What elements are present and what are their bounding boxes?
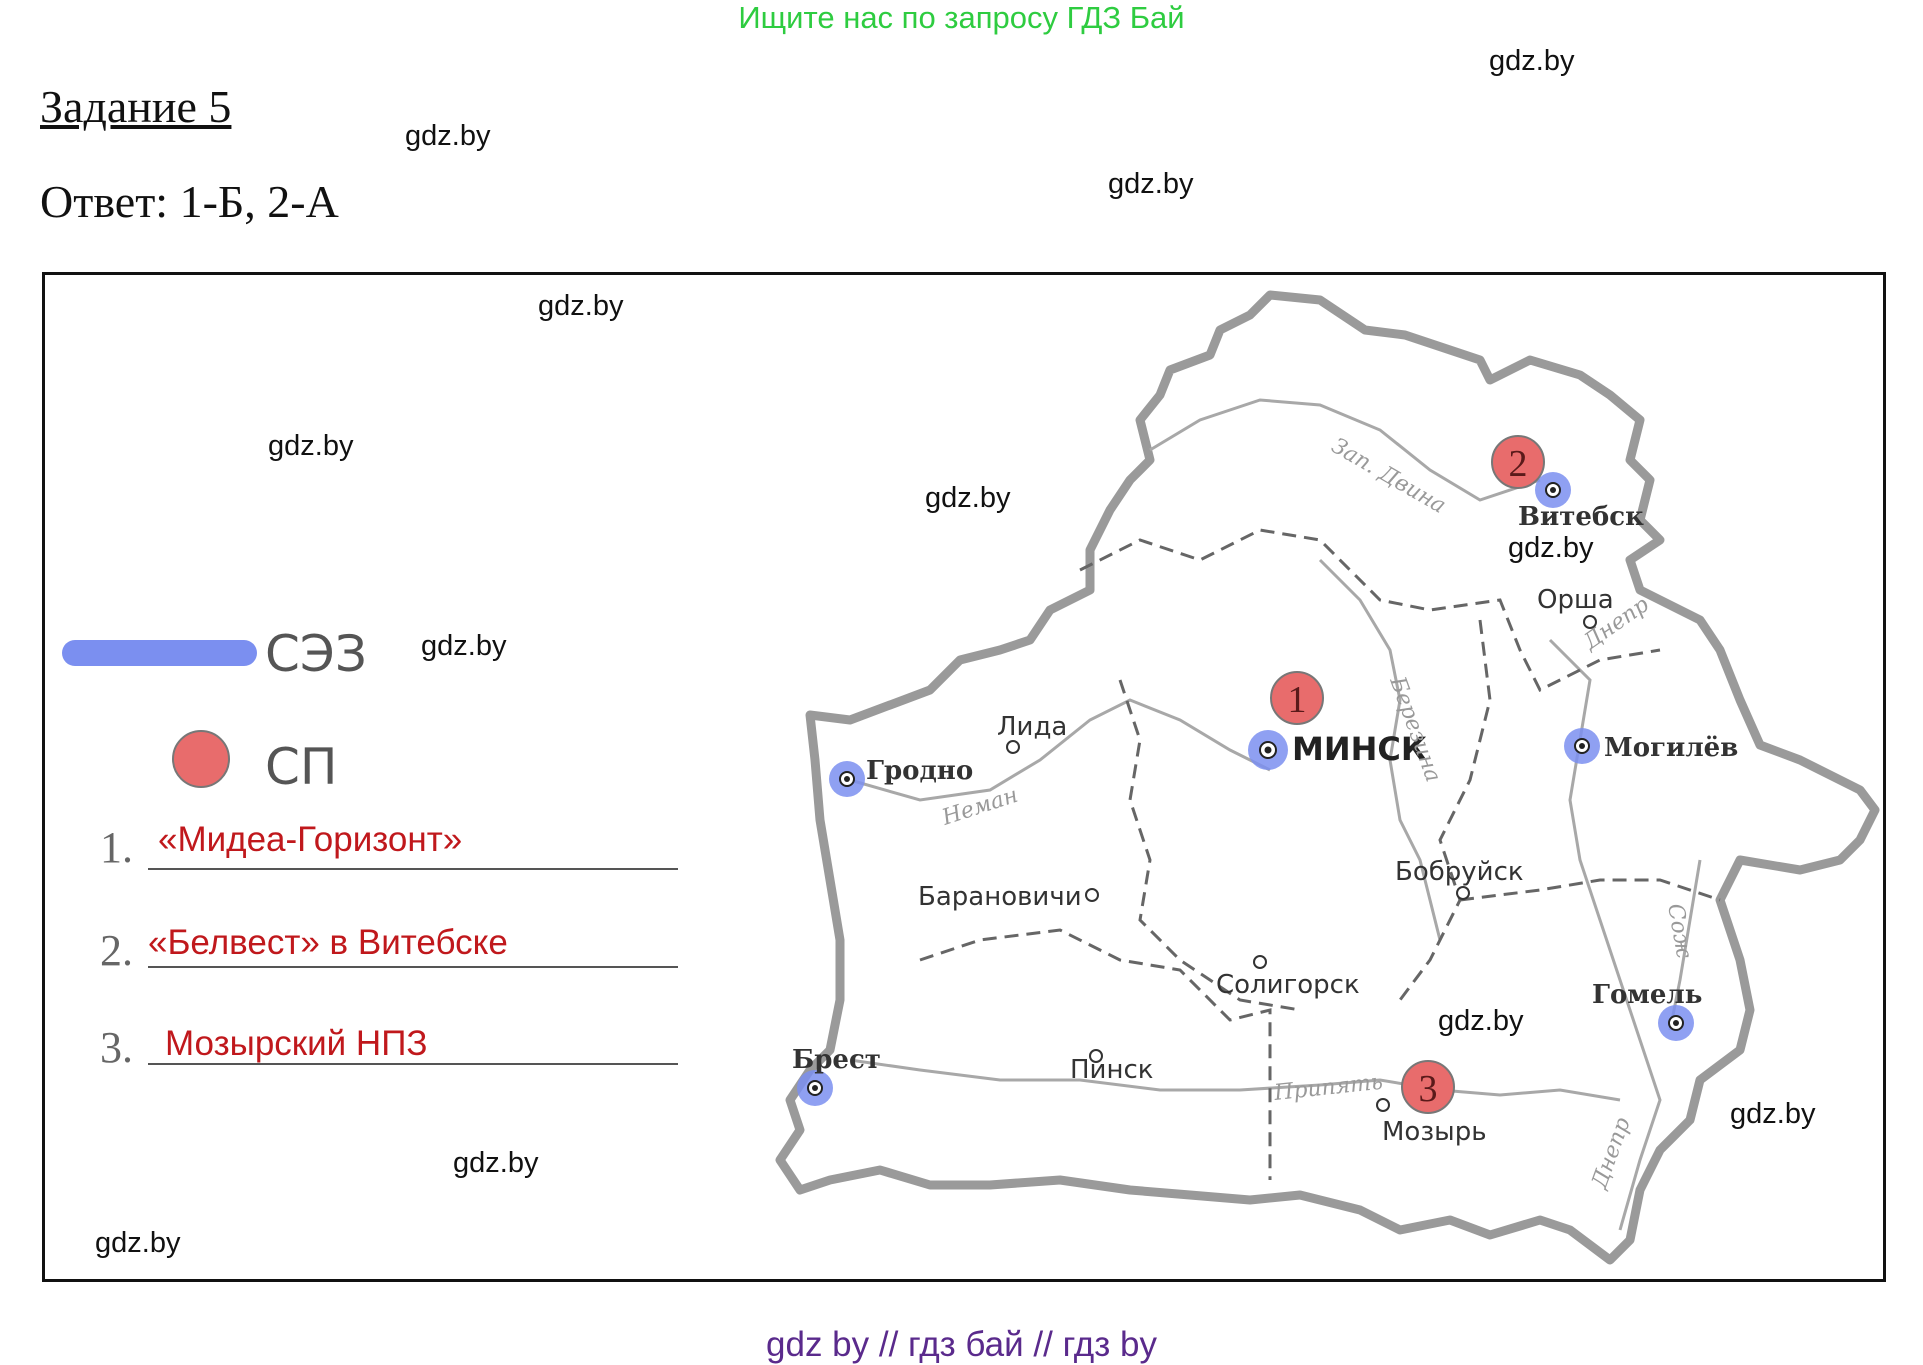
sp-marker-1-label: 1 bbox=[1288, 679, 1307, 721]
watermark: gdz.by bbox=[453, 1147, 539, 1179]
top-banner: Ищите нас по запросу ГДЗ Бай bbox=[738, 0, 1185, 35]
watermark: gdz.by bbox=[95, 1227, 181, 1259]
label-vitebsk: Витебск bbox=[1518, 502, 1644, 532]
city-dot-mozyr bbox=[1376, 1098, 1390, 1112]
sp-marker-3-label: 3 bbox=[1419, 1068, 1438, 1110]
item-1-text: «Мидеа-Горизонт» bbox=[158, 820, 463, 859]
label-brest: Брест bbox=[792, 1045, 881, 1075]
sp-marker-3 bbox=[1401, 1060, 1455, 1114]
legend-sp-label: СП bbox=[265, 738, 338, 796]
watermark: gdz.by bbox=[268, 430, 354, 462]
label-minsk: МИНСК bbox=[1292, 730, 1427, 768]
watermark: gdz.by bbox=[1730, 1098, 1816, 1130]
river-sozh bbox=[1668, 859, 1702, 1031]
city-dot-soligorsk bbox=[1253, 955, 1267, 969]
watermark: gdz.by bbox=[1108, 168, 1194, 200]
item-2-number: 2. bbox=[100, 926, 133, 975]
label-gomel: Гомель bbox=[1592, 980, 1702, 1010]
label-mozyr: Мозырь bbox=[1382, 1117, 1487, 1147]
watermark: gdz.by bbox=[421, 630, 507, 662]
watermark: gdz.by bbox=[1438, 1005, 1524, 1037]
city-dot-lida bbox=[1006, 740, 1020, 754]
item-2-text: «Белвест» в Витебске bbox=[148, 923, 508, 962]
watermark: gdz.by bbox=[1508, 532, 1594, 564]
river-neman bbox=[849, 698, 1271, 802]
city-dot-orsha bbox=[1583, 615, 1597, 629]
item-2-line bbox=[148, 966, 678, 968]
label-baranovichi: Барановичи bbox=[918, 882, 1082, 912]
border-minsk-mogilev bbox=[1398, 619, 1492, 1001]
border-gomel-mogilev bbox=[1459, 878, 1721, 902]
sp-marker-2-label: 2 bbox=[1509, 443, 1528, 485]
item-3-line bbox=[148, 1063, 678, 1065]
footer: gdz by // гдз бай // гдз by bbox=[766, 1325, 1157, 1364]
city-dot-bobruisk bbox=[1456, 886, 1470, 900]
border-vitebsk-region bbox=[1079, 528, 1661, 693]
legend-sp-swatch bbox=[172, 730, 230, 788]
label-orsha: Орша bbox=[1537, 585, 1614, 615]
legend-sez-label: СЭЗ bbox=[265, 625, 367, 683]
item-3-number: 3. bbox=[100, 1023, 133, 1072]
country-outline bbox=[775, 290, 1880, 1265]
city-dot-baranovichi bbox=[1085, 888, 1099, 902]
sp-marker-2 bbox=[1491, 435, 1545, 489]
river-dnepr bbox=[1548, 638, 1662, 1231]
watermark: gdz.by bbox=[405, 120, 491, 152]
task-title: Задание 5 bbox=[40, 81, 232, 132]
item-1-number: 1. bbox=[100, 823, 133, 872]
label-lida: Лида bbox=[997, 712, 1067, 742]
sp-marker-1 bbox=[1270, 671, 1324, 725]
item-1-line bbox=[148, 868, 678, 870]
border-grodno-minsk bbox=[1118, 679, 1301, 1012]
watermark: gdz.by bbox=[538, 290, 624, 322]
watermark: gdz.by bbox=[1489, 45, 1575, 77]
label-mogilev: Могилёв bbox=[1604, 733, 1738, 763]
border-brest-gomel bbox=[919, 928, 1272, 1180]
label-bobruisk: Бобруйск bbox=[1395, 857, 1524, 887]
answer-text: Ответ: 1-Б, 2-А bbox=[40, 176, 339, 227]
label-pinsk: Пинск bbox=[1070, 1055, 1153, 1085]
city-dot-pinsk bbox=[1089, 1049, 1103, 1063]
label-grodno: Гродно bbox=[866, 756, 973, 786]
river-pripyat bbox=[849, 1058, 1621, 1102]
label-soligorsk: Солигорск bbox=[1216, 970, 1360, 1000]
river-zap-dvina bbox=[1149, 398, 1541, 502]
item-3-text: Мозырский НПЗ bbox=[165, 1024, 428, 1063]
watermark: gdz.by bbox=[925, 482, 1011, 514]
legend-sez-swatch bbox=[62, 640, 257, 666]
river-berezina bbox=[1318, 558, 1442, 941]
